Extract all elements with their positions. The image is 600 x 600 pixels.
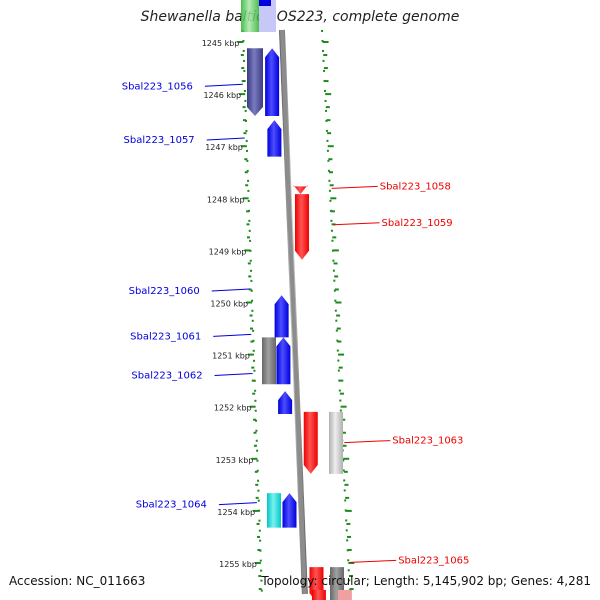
genome-summary-text: Topology: circular; Length: 5,145,902 bp… — [261, 574, 591, 588]
gene-label-leader — [331, 185, 378, 189]
gene-Sbal223_1061[interactable] — [276, 337, 291, 385]
feature-1064-neighbor[interactable] — [267, 493, 281, 528]
gene-label-leader — [204, 83, 243, 87]
gene-Sbal223_1056[interactable] — [265, 48, 280, 116]
ruler-tick-label: 1252 kbp — [214, 404, 252, 413]
gene-label[interactable]: Sbal223_1062 — [131, 370, 202, 381]
gene-Sbal223_1057[interactable] — [267, 120, 282, 157]
ruler-tick-label: 1253 kbp — [216, 456, 254, 465]
gene-Sbal223_1059[interactable] — [294, 194, 309, 260]
gene-label-leader — [206, 137, 245, 141]
ruler-tick-label: 1246 kbp — [203, 91, 241, 100]
inner-ruler-line — [242, 29, 263, 595]
partial-feature-blue — [259, 0, 271, 6]
feature-1056-neighbor[interactable] — [247, 48, 263, 116]
gene-Sbal223_1058[interactable] — [293, 185, 308, 195]
outer-ruler-line — [321, 29, 351, 595]
partial-feature-bottom-pink[interactable] — [337, 590, 352, 600]
gene-label[interactable]: Sbal223_1056 — [122, 81, 193, 92]
gene-label-leader — [214, 372, 253, 376]
ruler-tick-label: 1247 kbp — [205, 143, 243, 152]
gene-label[interactable]: Sbal223_1061 — [130, 331, 201, 342]
genome-backbone-core — [280, 29, 307, 595]
partial-feature-bottom-red[interactable] — [311, 590, 326, 600]
ruler-tick-label: 1245 kbp — [202, 39, 240, 48]
ruler-tick-label: 1248 kbp — [207, 195, 245, 204]
gene-label[interactable]: Sbal223_1065 — [398, 555, 469, 566]
gene-label-leader — [213, 333, 252, 337]
gene-label[interactable]: Sbal223_1058 — [380, 181, 451, 192]
gene-Sbal223_1064[interactable] — [282, 493, 297, 528]
gene-label-leader — [211, 288, 250, 292]
gene-label[interactable]: Sbal223_1057 — [124, 135, 195, 146]
gene-Sbal223_1060[interactable] — [274, 295, 289, 338]
gene-label[interactable]: Sbal223_1059 — [382, 218, 453, 229]
gene-label[interactable]: Sbal223_1064 — [136, 500, 207, 511]
partial-feature-green — [241, 0, 259, 32]
feature-1061-neighbor[interactable] — [262, 337, 276, 385]
gene-label-leader — [344, 440, 391, 444]
gene-label-leader — [218, 502, 257, 506]
gene-Sbal223_1062[interactable] — [278, 391, 293, 414]
genome-title: Shewanella baltica OS223, complete genom… — [140, 9, 460, 25]
feature-1063-neighbor[interactable] — [329, 411, 343, 474]
gene-label-leader — [350, 559, 397, 563]
ruler-tick-label: 1251 kbp — [212, 352, 250, 361]
gene-Sbal223_1063[interactable] — [303, 411, 318, 474]
ruler-tick-label: 1254 kbp — [217, 508, 255, 517]
gene-label-leader — [333, 222, 380, 226]
ruler-tick-label: 1250 kbp — [210, 300, 248, 309]
gene-label[interactable]: Sbal223_1060 — [129, 286, 200, 297]
ruler-tick-label: 1249 kbp — [209, 247, 247, 256]
gene-label[interactable]: Sbal223_1063 — [392, 436, 463, 447]
accession-text: Accession: NC_011663 — [9, 574, 146, 588]
partial-feature-lightblue — [259, 0, 276, 32]
ruler-tick-label: 1255 kbp — [219, 560, 257, 569]
